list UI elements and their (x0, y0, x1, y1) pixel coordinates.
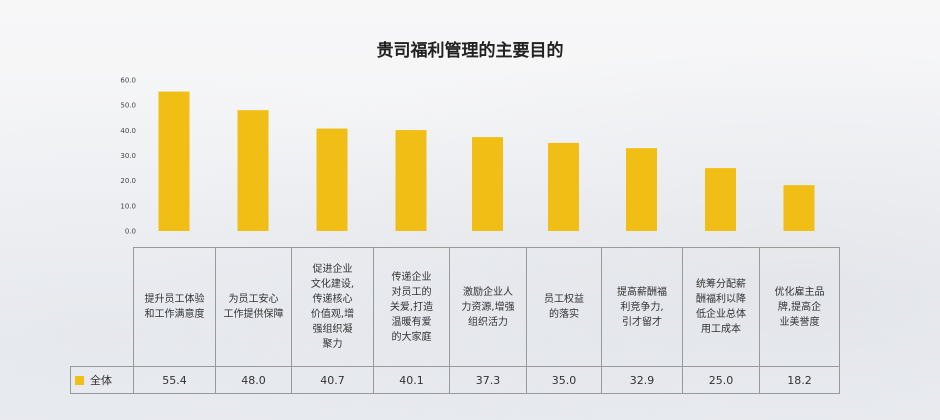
y-tick-label: 0.0 (125, 228, 136, 236)
category-label: 提高薪酬福 利竞争力, 引才留才 (617, 286, 667, 328)
value-label: 55.4 (133, 366, 216, 394)
bars (158, 91, 815, 232)
y-tick-label: 40.0 (120, 127, 136, 135)
category-label-cell: 提高薪酬福 利竞争力, 引才留才 (601, 247, 683, 367)
y-tick-label: 10.0 (120, 202, 136, 210)
category-label-cell: 激励企业人 力资源,增强 组织活力 (449, 247, 527, 367)
category-label: 提升员工体验 和工作满意度 (144, 294, 205, 320)
category-label: 激励企业人 力资源,增强 组织活力 (461, 286, 515, 328)
value-row: 全体 55.4 48.0 40.7 40.1 37.3 35.0 32.9 25.0 18.2 (70, 366, 840, 394)
category-label: 优化雇主品 牌,提高企 业美誉度 (774, 286, 825, 328)
y-tick-label: 60.0 (120, 77, 136, 85)
category-label-cell: 促进企业 文化建设, 传递核心 价值观,增 强组织凝 聚力 (291, 247, 374, 367)
bar (626, 148, 657, 231)
legend-cell: 全体 (70, 366, 134, 394)
value-label: 18.2 (759, 366, 840, 394)
bar (395, 130, 427, 231)
category-label: 员工权益 的落实 (544, 294, 584, 320)
category-label-cell: 提升员工体验 和工作满意度 (133, 247, 216, 367)
category-label-cell: 传递企业 对员工的 关爱,打造 温暖有爱 的大家庭 (373, 247, 450, 367)
value-label: 32.9 (601, 366, 683, 394)
chart-title: 贵司福利管理的主要目的 (376, 41, 564, 61)
bar (316, 128, 348, 231)
bar (472, 137, 503, 231)
legend-label: 全体 (90, 373, 112, 387)
y-tick-label: 50.0 (120, 102, 136, 110)
legend-swatch (75, 375, 84, 385)
category-label-cell: 为员工安心 工作提供保障 (215, 247, 292, 367)
bar (158, 91, 190, 232)
data-table: 提升员工体验 和工作满意度 为员工安心 工作提供保障 促进企业 文化建设, 传递核心… (70, 247, 840, 394)
value-label: 48.0 (215, 366, 292, 394)
category-label-cell: 优化雇主品 牌,提高企 业美誉度 (759, 247, 840, 367)
table-corner (70, 247, 134, 367)
category-label: 为员工安心 工作提供保障 (223, 294, 284, 320)
value-label: 25.0 (682, 366, 760, 394)
category-label-cell: 统筹分配薪 酬福利以降 低企业总体 用工成本 (682, 247, 760, 367)
value-label: 40.1 (373, 366, 450, 394)
y-tick-label: 30.0 (120, 152, 136, 160)
category-label: 促进企业 文化建设, 传递核心 价值观,增 强组织凝 聚力 (310, 264, 355, 350)
category-label-row: 提升员工体验 和工作满意度 为员工安心 工作提供保障 促进企业 文化建设, 传递核心… (70, 247, 840, 367)
bar (705, 168, 736, 231)
value-label: 40.7 (291, 366, 374, 394)
bar (548, 142, 579, 231)
y-tick-label: 20.0 (120, 177, 136, 185)
category-label-cell: 员工权益 的落实 (526, 247, 602, 367)
value-label: 37.3 (449, 366, 527, 394)
bar (783, 185, 815, 231)
bar (237, 110, 269, 231)
y-axis: 0.0 10.0 20.0 30.0 40.0 50.0 60.0 (120, 77, 136, 236)
category-label: 统筹分配薪 酬福利以降 低企业总体 用工成本 (696, 279, 746, 335)
value-label: 35.0 (526, 366, 602, 394)
category-label: 传递企业 对员工的 关爱,打造 温暖有爱 的大家庭 (389, 271, 434, 343)
